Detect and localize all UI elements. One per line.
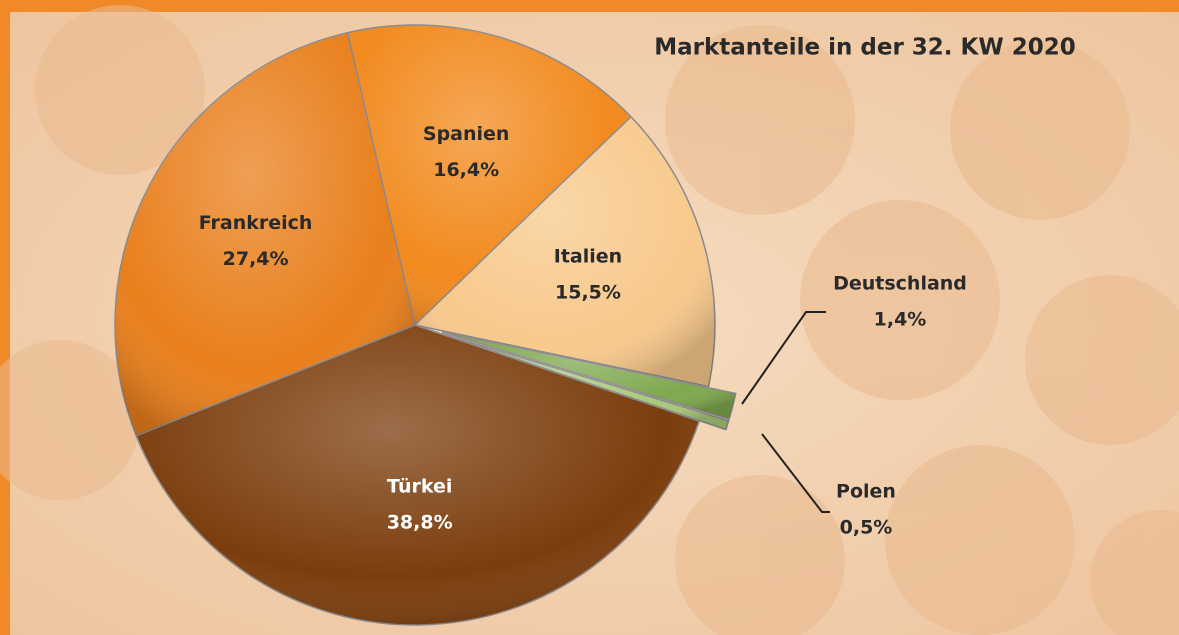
- slice-label: Türkei: [387, 475, 453, 497]
- chart-title: Marktanteile in der 32. KW 2020: [654, 35, 1076, 61]
- value-label: 1,4%: [874, 309, 927, 331]
- value-label: 16,4%: [433, 159, 499, 181]
- slice-label: Deutschland: [833, 273, 967, 295]
- value-label: 15,5%: [555, 282, 621, 304]
- value-label: 38,8%: [387, 511, 453, 533]
- chart: Marktanteile in der 32. KW 2020 Spanien 1…: [0, 0, 1179, 635]
- value-label: 0,5%: [840, 517, 893, 539]
- slice-label: Spanien: [423, 123, 510, 145]
- slice-label: Frankreich: [199, 212, 313, 234]
- slice-label: Italien: [554, 246, 622, 268]
- value-label: 27,4%: [223, 248, 289, 270]
- slice-label: Polen: [836, 481, 896, 503]
